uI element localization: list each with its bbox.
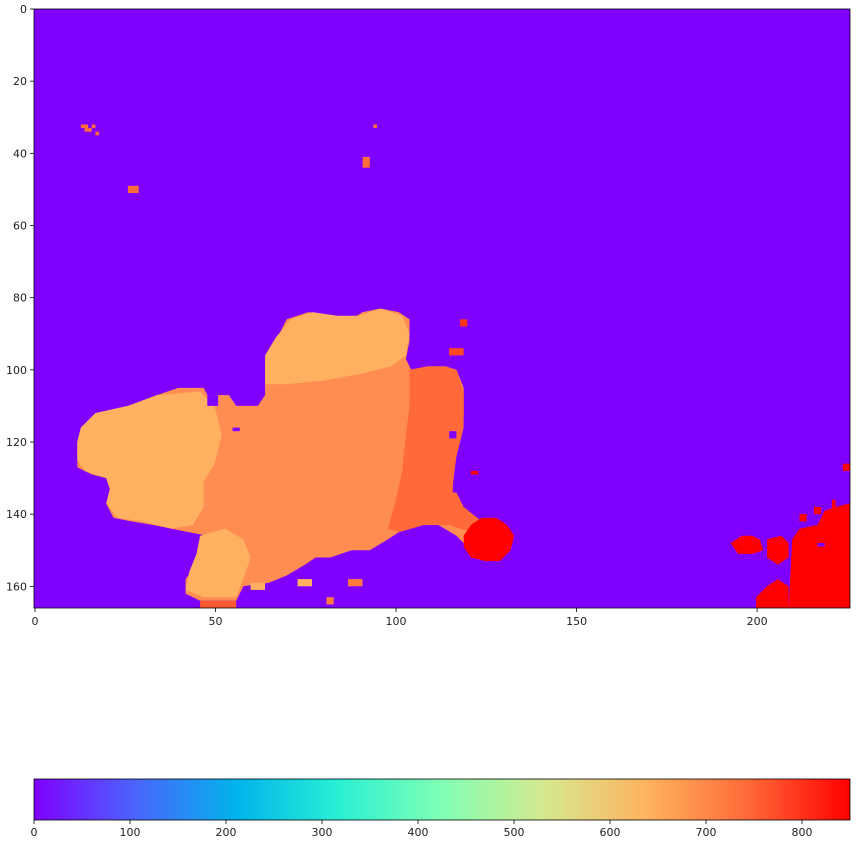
heatmap-axes: 0 50 100 150 200 0 20 40 60 80 100 120 140 160 [6, 3, 851, 628]
speck-1 [84, 128, 92, 132]
speck-0 [80, 124, 89, 129]
speck-12 [348, 579, 363, 587]
colorbar-tick-label: 400 [408, 826, 429, 839]
colorbar-tick-label: 600 [600, 826, 621, 839]
region-bottom-right-patch-2 [767, 535, 789, 565]
hole-5 [817, 543, 825, 547]
y-tick-label: 120 [6, 436, 27, 449]
y-tick-label: 20 [13, 75, 27, 88]
speck-14 [200, 600, 237, 608]
speck-18 [842, 463, 850, 471]
region-bottom-lobe [185, 528, 251, 598]
hole-2 [449, 431, 457, 439]
colorbar-tick-label: 500 [504, 826, 525, 839]
hole-0 [232, 427, 240, 432]
y-tick-label: 160 [6, 580, 27, 593]
y-tick-label: 100 [6, 364, 27, 377]
region-bottom-right-patch-3 [756, 579, 789, 608]
colorbar-gradient [34, 779, 850, 820]
speck-4 [127, 185, 139, 190]
y-tick-label: 60 [13, 220, 27, 233]
hole-3 [452, 485, 460, 493]
speck-2 [91, 124, 96, 129]
heatmap-specks [80, 124, 850, 608]
colorbar-frame [33, 778, 851, 821]
colorbar-tick-label: 300 [312, 826, 333, 839]
region-bottom-right-patch-1 [730, 535, 764, 554]
speck-6 [362, 156, 370, 168]
speck-15 [470, 470, 479, 475]
speck-13 [250, 582, 265, 590]
speck-7 [373, 124, 377, 129]
region-right-edge [387, 366, 489, 536]
speck-8 [460, 319, 468, 327]
region-bottom-right-region [788, 503, 850, 608]
x-tick-label: 50 [209, 615, 223, 628]
y-tick-label: 80 [13, 292, 27, 305]
y-tick-label: 0 [20, 3, 27, 16]
colorbar-tick-label: 100 [120, 826, 141, 839]
speck-16 [813, 507, 822, 515]
x-tick-label: 0 [32, 615, 39, 628]
y-axis: 0 20 40 60 80 100 120 140 160 [6, 3, 34, 593]
colorbar: 0 100 200 300 400 500 600 700 800 [31, 778, 851, 839]
colorbar-tick-label: 0 [31, 826, 38, 839]
colorbar-tick-label: 700 [696, 826, 717, 839]
region-right-spot [463, 517, 515, 562]
hole-1 [463, 416, 471, 432]
speck-11 [326, 597, 334, 605]
colorbar-tick-label: 800 [792, 826, 813, 839]
heatmap-regions [77, 308, 850, 608]
speck-5 [127, 189, 139, 193]
x-tick-label: 150 [566, 615, 587, 628]
speck-10 [297, 579, 312, 587]
speck-9 [449, 348, 464, 356]
x-axis: 0 50 100 150 200 [32, 608, 768, 628]
y-tick-label: 40 [13, 147, 27, 160]
colorbar-ticks: 0 100 200 300 400 500 600 700 800 [31, 820, 813, 839]
colorbar-tick-label: 200 [216, 826, 237, 839]
region-left-lobe [77, 391, 222, 529]
speck-19 [799, 514, 807, 522]
hole-4 [207, 395, 219, 406]
region-top-lobe [265, 308, 410, 385]
speck-17 [831, 499, 836, 511]
x-tick-label: 100 [386, 615, 407, 628]
x-tick-label: 200 [747, 615, 768, 628]
speck-3 [95, 131, 99, 136]
heatmap-frame [33, 8, 851, 609]
y-tick-label: 140 [6, 508, 27, 521]
